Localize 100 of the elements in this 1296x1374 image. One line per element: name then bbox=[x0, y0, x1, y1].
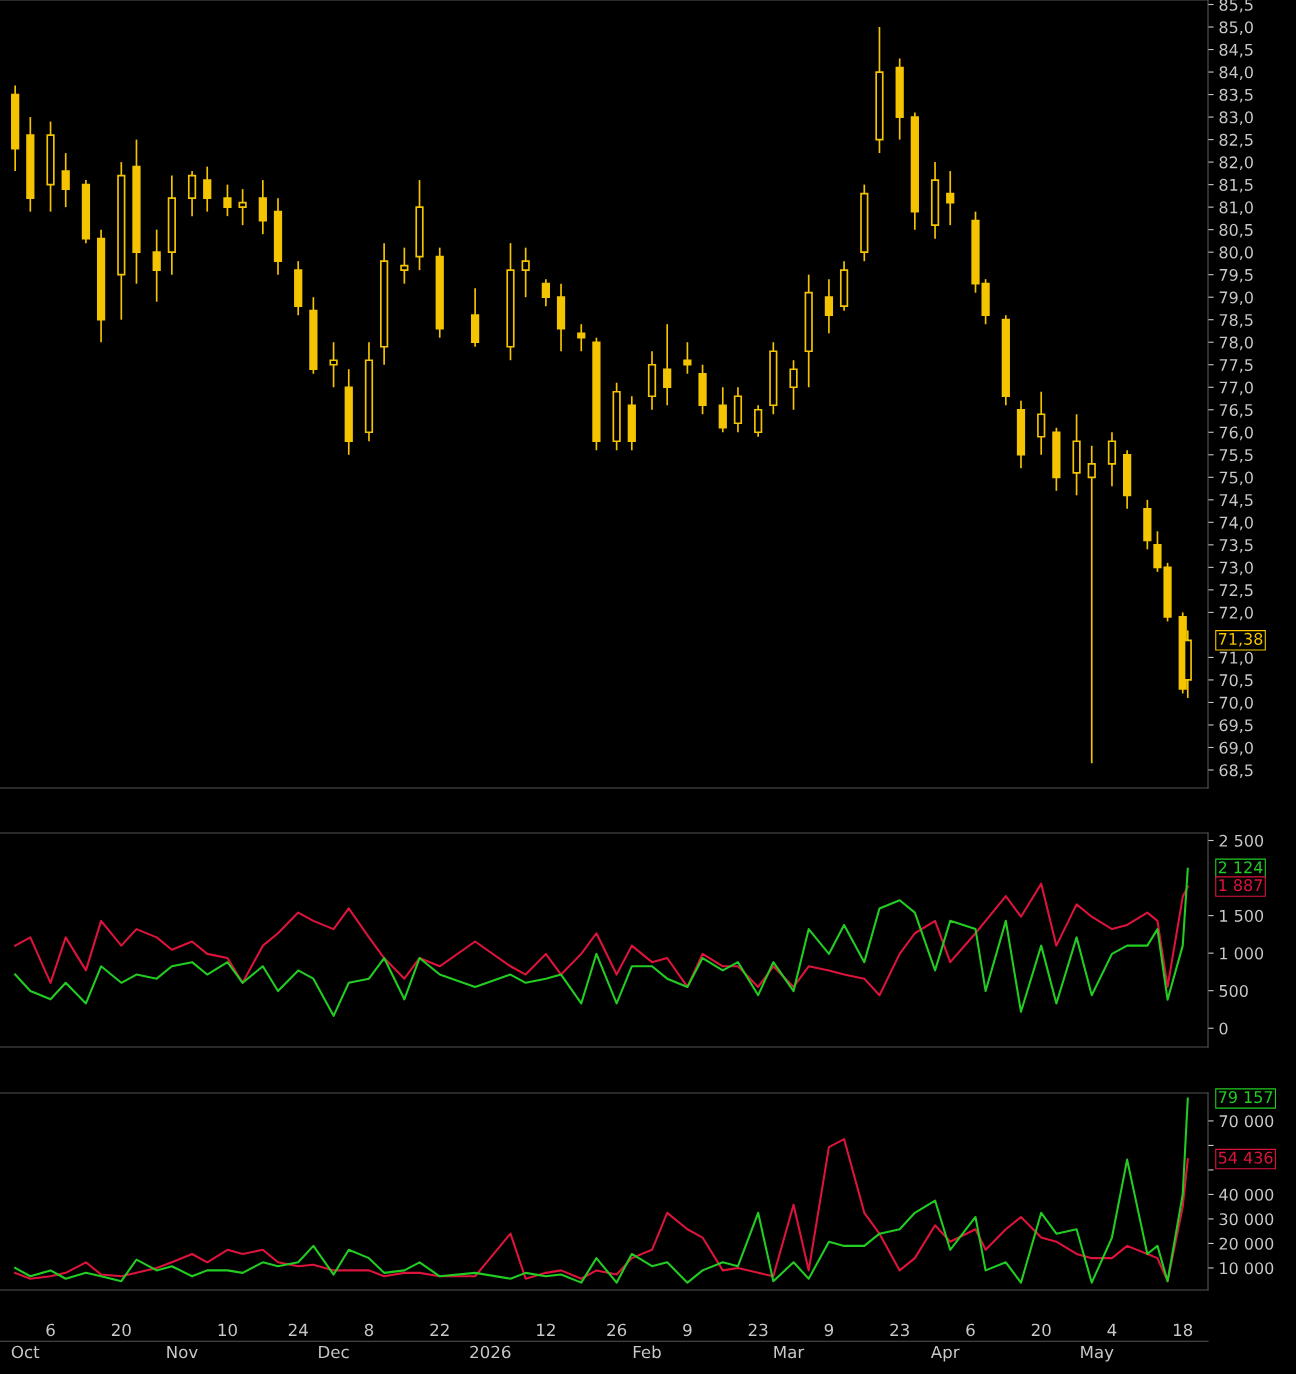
annotation: 1 887 bbox=[1219, 879, 1263, 892]
x2-tick-label: Oct bbox=[11, 1345, 40, 1359]
x-tick-label: 26 bbox=[607, 1323, 627, 1337]
y-tick-label: 81,5 bbox=[1219, 178, 1253, 193]
candlestick bbox=[470, 287, 480, 348]
x-tick-label: 20 bbox=[1031, 1323, 1051, 1337]
y-tick-label: 70 000 bbox=[1219, 1115, 1274, 1128]
x-tick-label: 6 bbox=[966, 1323, 975, 1337]
candlestick bbox=[81, 179, 91, 244]
y-tick-label: 73,0 bbox=[1219, 561, 1253, 576]
y-tick-label: 85,0 bbox=[1219, 21, 1253, 35]
line-series bbox=[14, 867, 1189, 1017]
y-tick-label: 72,5 bbox=[1219, 584, 1253, 598]
y-tick-label: 77,0 bbox=[1219, 381, 1253, 396]
x2-tick-label: Feb bbox=[633, 1345, 661, 1359]
y-tick-label: 83,5 bbox=[1219, 88, 1253, 103]
y-tick-label: 76,5 bbox=[1219, 403, 1253, 418]
candlestick bbox=[364, 341, 374, 443]
y-tick-label: 70,0 bbox=[1219, 696, 1253, 711]
candlestick bbox=[1016, 399, 1026, 470]
y-tick-label: 73,5 bbox=[1219, 539, 1253, 553]
x-tick-label: 4 bbox=[1107, 1323, 1117, 1336]
x-tick-label: 6 bbox=[46, 1323, 55, 1337]
candlestick bbox=[1123, 449, 1132, 510]
y-tick-label: 500 bbox=[1219, 984, 1248, 997]
candlestick bbox=[1001, 314, 1010, 407]
candlestick bbox=[754, 404, 763, 438]
annotation: 2 124 bbox=[1218, 861, 1263, 874]
y-tick-label: 83,0 bbox=[1219, 111, 1253, 125]
y-tick-label: 68,5 bbox=[1219, 764, 1253, 778]
candlestick bbox=[435, 246, 444, 339]
candlestick bbox=[329, 341, 338, 389]
line-series bbox=[14, 1138, 1189, 1283]
candlestick bbox=[663, 323, 672, 407]
y-tick-label: 20 000 bbox=[1219, 1237, 1274, 1250]
x-tick-label: 20 bbox=[111, 1323, 131, 1337]
candlestick bbox=[946, 170, 955, 226]
candlestick bbox=[577, 323, 586, 353]
candlestick bbox=[380, 242, 389, 366]
y-tick-label: 69,5 bbox=[1219, 719, 1253, 733]
y-tick-label: 84,5 bbox=[1219, 43, 1253, 58]
candlestick bbox=[895, 57, 904, 141]
candlestick bbox=[839, 260, 849, 312]
candlestick bbox=[203, 165, 212, 213]
line-series bbox=[14, 1097, 1189, 1284]
y-tick-label: 40 000 bbox=[1219, 1188, 1274, 1201]
x2-tick-label: 2026 bbox=[470, 1345, 511, 1359]
y-tick-label: 79,0 bbox=[1219, 291, 1253, 306]
x-tick-label: 24 bbox=[288, 1323, 308, 1336]
x2-tick-label: Mar bbox=[774, 1345, 805, 1359]
x-tick-label: 9 bbox=[824, 1323, 834, 1337]
candlestick bbox=[804, 273, 813, 389]
y-tick-label: 74,5 bbox=[1219, 494, 1253, 508]
y-tick-label: 77,5 bbox=[1219, 359, 1253, 373]
y-tick-label: 1 500 bbox=[1220, 909, 1264, 922]
candlestick bbox=[294, 260, 303, 317]
y-tick-label: 82,5 bbox=[1219, 133, 1253, 148]
x-tick-label: 8 bbox=[364, 1323, 374, 1337]
y-tick-label: 80,0 bbox=[1219, 246, 1253, 261]
candlestick bbox=[344, 368, 353, 456]
candlestick bbox=[117, 161, 126, 321]
y-tick-label: 71,0 bbox=[1219, 651, 1253, 666]
y-tick-label: 70,5 bbox=[1219, 674, 1253, 688]
y-tick-label: 79,5 bbox=[1219, 268, 1253, 283]
annotation: 71,38 bbox=[1218, 632, 1263, 647]
x-tick-label: 10 bbox=[218, 1323, 237, 1337]
x-tick-label: 18 bbox=[1173, 1323, 1193, 1337]
y-tick-label: 74,0 bbox=[1219, 516, 1253, 531]
candlestick bbox=[1107, 431, 1117, 488]
x2-tick-label: May bbox=[1081, 1345, 1114, 1362]
y-tick-label: 69,0 bbox=[1219, 741, 1253, 756]
y-tick-label: 2 500 bbox=[1219, 834, 1264, 847]
y-tick-label: 84,0 bbox=[1219, 66, 1253, 80]
candlestick bbox=[930, 161, 940, 240]
candlestick bbox=[11, 84, 20, 172]
x-tick-label: 9 bbox=[683, 1323, 692, 1337]
y-tick-label: 72,0 bbox=[1219, 606, 1253, 621]
x-tick-label: 12 bbox=[537, 1323, 555, 1336]
x-tick-label: 22 bbox=[430, 1323, 449, 1336]
annotation: 54 436 bbox=[1218, 1151, 1273, 1164]
x2-tick-label: Nov bbox=[167, 1345, 198, 1359]
y-tick-label: 78,5 bbox=[1219, 313, 1253, 328]
x2-tick-label: Apr bbox=[930, 1345, 960, 1362]
candlestick bbox=[152, 228, 161, 303]
candlestick bbox=[556, 282, 566, 353]
candlestick bbox=[733, 386, 743, 434]
x2-tick-label: Dec bbox=[319, 1345, 349, 1359]
candlestick bbox=[541, 278, 550, 308]
candlestick bbox=[258, 179, 267, 235]
candlestick bbox=[26, 116, 35, 213]
candlestick bbox=[132, 138, 141, 285]
y-tick-label: 30 000 bbox=[1219, 1213, 1274, 1226]
y-tick-label: 80,5 bbox=[1219, 223, 1253, 238]
candlestick bbox=[647, 350, 657, 411]
candlestick bbox=[1072, 413, 1081, 497]
candlestick bbox=[61, 152, 70, 208]
candlestick bbox=[167, 174, 176, 276]
y-tick-label: 10 000 bbox=[1220, 1262, 1274, 1275]
x-tick-label: 23 bbox=[748, 1323, 768, 1337]
candlestick bbox=[769, 341, 778, 416]
